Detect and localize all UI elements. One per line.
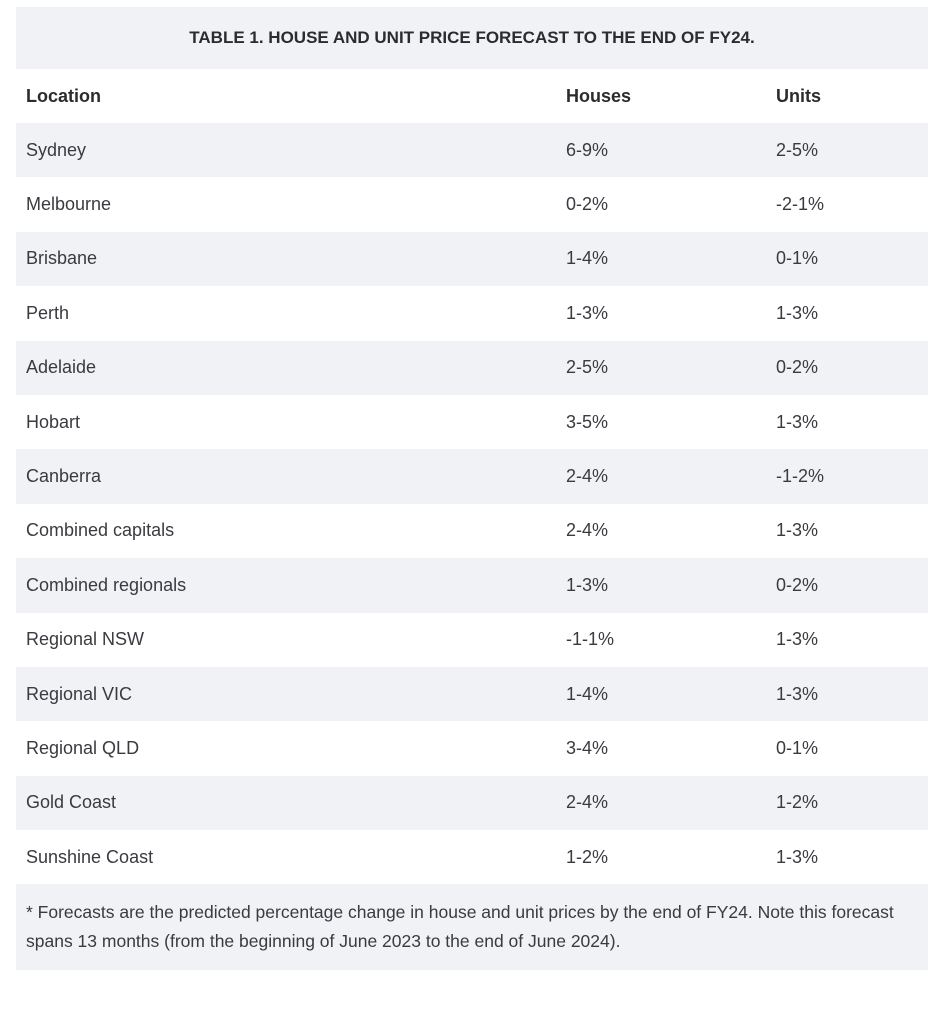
table-row: Sunshine Coast 1-2% 1-3% xyxy=(16,830,928,885)
cell-units: -1-2% xyxy=(766,449,928,504)
table-row: Sydney 6-9% 2-5% xyxy=(16,123,928,178)
cell-houses: 0-2% xyxy=(556,177,766,232)
cell-units: 0-1% xyxy=(766,231,928,287)
table-row: Perth 1-3% 1-3% xyxy=(16,286,928,341)
table-row: Gold Coast 2-4% 1-2% xyxy=(16,775,928,831)
cell-location: Sydney xyxy=(16,123,556,178)
table-row: Combined regionals 1-3% 0-2% xyxy=(16,558,928,613)
table-footnote: * Forecasts are the predicted percentage… xyxy=(16,884,928,971)
cell-units: 1-3% xyxy=(766,612,928,667)
cell-location: Perth xyxy=(16,286,556,341)
cell-units: 0-2% xyxy=(766,340,928,395)
cell-houses: 1-4% xyxy=(556,666,766,722)
table-row: Combined capitals 2-4% 1-3% xyxy=(16,503,928,559)
cell-location: Regional QLD xyxy=(16,721,556,776)
cell-houses: 2-5% xyxy=(556,340,766,395)
table-row: Melbourne 0-2% -2-1% xyxy=(16,177,928,232)
cell-units: 1-3% xyxy=(766,394,928,450)
cell-location: Regional NSW xyxy=(16,612,556,667)
cell-houses: 3-4% xyxy=(556,721,766,776)
cell-location: Regional VIC xyxy=(16,666,556,722)
cell-location: Hobart xyxy=(16,394,556,450)
table-row: Regional VIC 1-4% 1-3% xyxy=(16,666,928,722)
cell-houses: 1-3% xyxy=(556,286,766,341)
cell-location: Gold Coast xyxy=(16,775,556,831)
cell-houses: 6-9% xyxy=(556,123,766,178)
cell-houses: 2-4% xyxy=(556,449,766,504)
cell-houses: 2-4% xyxy=(556,775,766,831)
cell-houses: 3-5% xyxy=(556,394,766,450)
forecast-table: Location Houses Units Sydney 6-9% 2-5% M… xyxy=(16,69,928,885)
cell-units: 2-5% xyxy=(766,123,928,178)
cell-location: Adelaide xyxy=(16,340,556,395)
cell-units: 1-3% xyxy=(766,286,928,341)
cell-houses: 1-4% xyxy=(556,231,766,287)
header-location: Location xyxy=(16,69,556,123)
cell-units: 1-3% xyxy=(766,503,928,559)
table-caption: TABLE 1. HOUSE AND UNIT PRICE FORECAST T… xyxy=(16,7,928,69)
cell-location: Combined capitals xyxy=(16,503,556,559)
cell-location: Sunshine Coast xyxy=(16,830,556,885)
cell-location: Canberra xyxy=(16,449,556,504)
cell-units: 0-2% xyxy=(766,558,928,613)
table-row: Hobart 3-5% 1-3% xyxy=(16,394,928,450)
table-row: Canberra 2-4% -1-2% xyxy=(16,449,928,504)
header-units: Units xyxy=(766,69,928,123)
table-row: Brisbane 1-4% 0-1% xyxy=(16,231,928,287)
table-row: Regional QLD 3-4% 0-1% xyxy=(16,721,928,776)
cell-location: Combined regionals xyxy=(16,558,556,613)
cell-houses: -1-1% xyxy=(556,612,766,667)
header-houses: Houses xyxy=(556,69,766,123)
table-header-row: Location Houses Units xyxy=(16,69,928,123)
cell-houses: 1-2% xyxy=(556,830,766,885)
cell-units: -2-1% xyxy=(766,177,928,232)
cell-location: Melbourne xyxy=(16,177,556,232)
table-row: Regional NSW -1-1% 1-3% xyxy=(16,612,928,667)
cell-units: 1-3% xyxy=(766,830,928,885)
cell-location: Brisbane xyxy=(16,231,556,287)
cell-houses: 1-3% xyxy=(556,558,766,613)
cell-units: 1-2% xyxy=(766,775,928,831)
table-row: Adelaide 2-5% 0-2% xyxy=(16,340,928,395)
cell-houses: 2-4% xyxy=(556,503,766,559)
cell-units: 1-3% xyxy=(766,666,928,722)
forecast-table-container: TABLE 1. HOUSE AND UNIT PRICE FORECAST T… xyxy=(16,7,928,971)
cell-units: 0-1% xyxy=(766,721,928,776)
